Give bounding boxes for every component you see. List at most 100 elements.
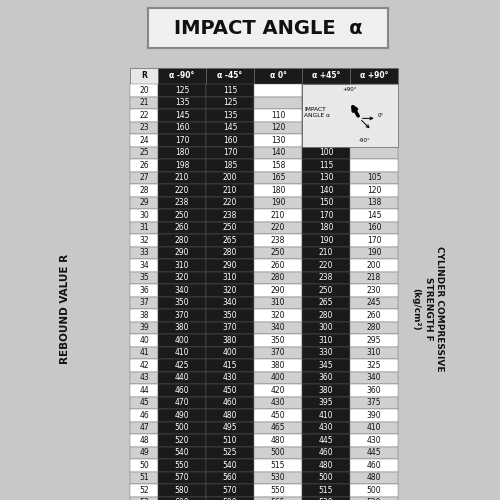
Text: 290: 290 (271, 286, 285, 294)
Text: 250: 250 (319, 286, 333, 294)
Text: 125: 125 (223, 98, 237, 108)
Bar (206, 109, 254, 122)
Text: 32: 32 (139, 236, 149, 244)
Text: 345: 345 (318, 361, 334, 370)
Bar (158, 434, 206, 446)
Text: 0°: 0° (378, 113, 384, 118)
Bar (302, 109, 350, 122)
Bar (302, 84, 398, 146)
Bar (254, 196, 302, 209)
Text: IMPACT
ANGLE α: IMPACT ANGLE α (304, 106, 330, 118)
Text: 46: 46 (139, 411, 149, 420)
Text: 30: 30 (139, 211, 149, 220)
Bar (130, 346, 158, 359)
Bar (302, 322, 350, 334)
Bar (130, 234, 158, 246)
Bar (302, 68, 350, 84)
Bar (302, 409, 350, 422)
Text: 34: 34 (139, 261, 149, 270)
Text: 135: 135 (175, 98, 189, 108)
Bar (254, 334, 302, 346)
Text: REBOUND VALUE R: REBOUND VALUE R (60, 254, 70, 364)
Bar (302, 384, 350, 396)
Bar (350, 384, 398, 396)
Bar (302, 246, 350, 259)
Bar (350, 284, 398, 296)
Bar (130, 134, 158, 146)
Bar (350, 68, 398, 84)
Text: 300: 300 (318, 324, 334, 332)
Text: 130: 130 (271, 136, 285, 145)
Text: 580: 580 (175, 486, 189, 495)
Bar (130, 484, 158, 496)
Text: 395: 395 (318, 398, 334, 407)
Bar (254, 234, 302, 246)
Bar (302, 196, 350, 209)
Bar (206, 309, 254, 322)
Text: 495: 495 (222, 423, 238, 432)
Text: 290: 290 (223, 261, 238, 270)
Text: 340: 340 (222, 298, 238, 307)
Text: 47: 47 (139, 423, 149, 432)
Text: 330: 330 (318, 348, 334, 357)
Bar (206, 322, 254, 334)
Bar (350, 322, 398, 334)
Bar (130, 296, 158, 309)
Bar (350, 409, 398, 422)
Bar (254, 434, 302, 446)
Bar (206, 259, 254, 272)
Text: 25: 25 (139, 148, 149, 157)
Text: 260: 260 (271, 261, 285, 270)
Text: 100: 100 (319, 148, 333, 157)
Text: 145: 145 (175, 111, 189, 120)
Text: 210: 210 (223, 186, 237, 194)
Bar (158, 322, 206, 334)
Bar (206, 296, 254, 309)
Bar (254, 122, 302, 134)
Text: 540: 540 (222, 461, 238, 470)
Bar (350, 459, 398, 471)
Text: 500: 500 (270, 448, 285, 457)
Bar (206, 372, 254, 384)
Bar (130, 372, 158, 384)
Bar (158, 334, 206, 346)
Bar (302, 434, 350, 446)
Text: 160: 160 (367, 223, 382, 232)
Bar (302, 184, 350, 196)
Bar (302, 84, 350, 96)
Bar (158, 122, 206, 134)
Text: 340: 340 (174, 286, 190, 294)
Bar (350, 372, 398, 384)
Bar (350, 422, 398, 434)
Bar (130, 396, 158, 409)
Text: 500: 500 (366, 486, 382, 495)
Bar (148, 8, 388, 48)
Text: 460: 460 (222, 398, 238, 407)
Text: 140: 140 (319, 186, 333, 194)
Bar (206, 172, 254, 184)
Text: 238: 238 (271, 236, 285, 244)
Text: 310: 310 (223, 273, 238, 282)
Bar (158, 96, 206, 109)
Text: 375: 375 (366, 398, 382, 407)
Bar (206, 334, 254, 346)
Text: 36: 36 (139, 286, 149, 294)
Text: 370: 370 (174, 310, 190, 320)
Bar (130, 322, 158, 334)
Bar (254, 322, 302, 334)
Bar (206, 422, 254, 434)
Text: 550: 550 (174, 461, 190, 470)
Text: 490: 490 (174, 411, 190, 420)
Text: 41: 41 (139, 348, 149, 357)
Text: 198: 198 (175, 161, 189, 170)
Text: 22: 22 (139, 111, 149, 120)
Text: 480: 480 (271, 436, 285, 445)
Text: 320: 320 (223, 286, 238, 294)
Text: 310: 310 (175, 261, 189, 270)
Text: 31: 31 (139, 223, 149, 232)
Bar (130, 222, 158, 234)
Bar (158, 396, 206, 409)
Text: 445: 445 (366, 448, 382, 457)
Text: 380: 380 (319, 386, 333, 395)
Bar (130, 472, 158, 484)
